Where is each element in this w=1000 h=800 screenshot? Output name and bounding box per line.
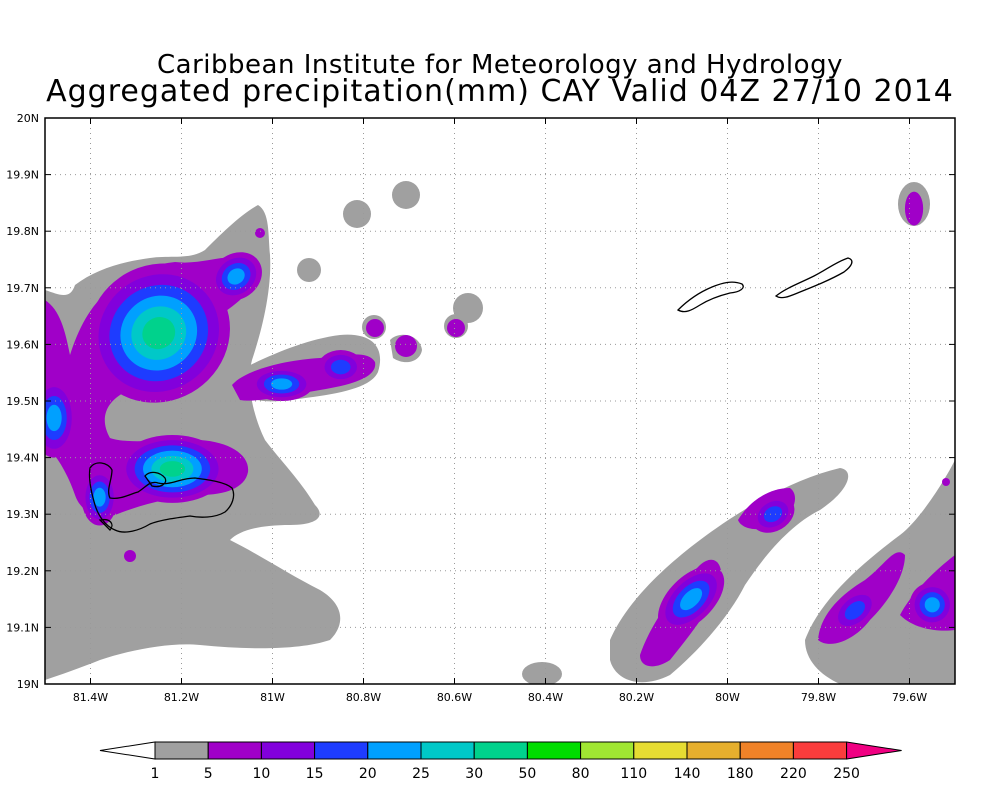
colorbar-level-label: 30 xyxy=(465,766,483,782)
lon-tick-label: 81.4W xyxy=(73,691,108,704)
precip-core-level-3 xyxy=(331,359,351,375)
precip-dot-3 xyxy=(297,258,321,282)
colorbar-level-label: 80 xyxy=(572,766,590,782)
lat-tick-label: 19.8N xyxy=(6,225,39,238)
coastlines xyxy=(88,257,853,533)
colorbar-level-label: 250 xyxy=(833,766,860,782)
lon-tick-label: 80.6W xyxy=(437,691,472,704)
colorbar-segment xyxy=(314,741,369,760)
precip-dot-purple-7 xyxy=(255,228,265,238)
figure-title-product: Aggregated precipitation(mm) CAY Valid 0… xyxy=(46,74,954,109)
colorbar-segment xyxy=(367,741,422,760)
precip-core-level-3 xyxy=(844,601,866,620)
lon-tick-label: 80.4W xyxy=(528,691,563,704)
colorbar-segment xyxy=(260,741,316,760)
precip-dot-7 xyxy=(522,662,562,684)
precip-core-level-4 xyxy=(924,597,940,613)
colorbar-under-arrow xyxy=(99,741,156,760)
precip-core-level-4 xyxy=(270,378,293,390)
precip-dot-purple-4 xyxy=(124,550,136,562)
colorbar-segment xyxy=(792,741,848,760)
precip-core-level-4 xyxy=(46,404,62,432)
cayman-brac-island xyxy=(774,257,853,299)
axis-ticks: 81.4W 81.2W 81W 80.8W 80.6W 80.4W 80.2W 80W 79.8… xyxy=(6,112,955,704)
colorbar-level-label: 1 xyxy=(151,766,160,782)
grand-cayman-island xyxy=(88,462,235,533)
lat-tick-label: 19N xyxy=(17,678,39,691)
colorbar-level-label: 110 xyxy=(620,766,647,782)
colorbar-level-label: 5 xyxy=(204,766,213,782)
colorbar-segment xyxy=(154,741,209,760)
lon-tick-label: 80.8W xyxy=(346,691,381,704)
colorbar-level-label: 20 xyxy=(359,766,377,782)
colorbar-over-arrow xyxy=(846,741,902,760)
lon-tick-label: 81W xyxy=(260,691,285,704)
colorbar-level-label: 15 xyxy=(306,766,324,782)
colorbar: 1 5 10 15 20 25 30 50 80 110 140 180 220 250 xyxy=(99,741,902,782)
precip-dot-1 xyxy=(343,200,371,228)
colorbar-level-label: 25 xyxy=(412,766,430,782)
precip-core-level-4 xyxy=(680,588,703,611)
precip-dot-purple-3 xyxy=(447,319,465,337)
precip-dot-2 xyxy=(392,181,420,209)
colorbar-segment xyxy=(473,741,528,760)
colorbar-segment xyxy=(526,741,582,760)
colorbar-segment xyxy=(420,741,475,760)
lat-tick-label: 19.3N xyxy=(6,508,39,521)
precipitation-field xyxy=(45,181,955,684)
colorbar-level-label: 180 xyxy=(727,766,754,782)
lat-tick-label: 19.1N xyxy=(6,621,39,634)
colorbar-level-label: 220 xyxy=(780,766,807,782)
lon-tick-label: 79.8W xyxy=(801,691,836,704)
precip-core-level-1 xyxy=(904,191,924,226)
lat-tick-label: 20N xyxy=(17,112,39,125)
lon-tick-label: 80W xyxy=(715,691,740,704)
lat-tick-label: 19.5N xyxy=(6,395,39,408)
lon-tick-label: 79.6W xyxy=(892,691,927,704)
lat-tick-label: 19.9N xyxy=(6,169,39,182)
lat-tick-label: 19.2N xyxy=(6,565,39,578)
lat-tick-label: 19.4N xyxy=(6,452,39,465)
lon-tick-label: 81.2W xyxy=(164,691,199,704)
lon-tick-label: 80.2W xyxy=(619,691,654,704)
colorbar-level-label: 50 xyxy=(518,766,536,782)
colorbar-level-label: 140 xyxy=(674,766,701,782)
precip-core-level-4 xyxy=(227,268,245,285)
precip-dot-purple-2 xyxy=(395,335,417,357)
lat-tick-label: 19.7N xyxy=(6,282,39,295)
colorbar-level-label: 10 xyxy=(252,766,270,782)
precip-core-level-4 xyxy=(93,487,106,507)
precip-dot-purple-1 xyxy=(366,319,384,337)
precip-core-layer xyxy=(45,191,955,633)
precip-core-level-6 xyxy=(142,317,176,350)
colorbar-segment xyxy=(207,741,262,760)
precip-dot-purple-8 xyxy=(942,478,950,486)
colorbar-segment xyxy=(633,741,688,760)
precip-core-level-6 xyxy=(159,461,185,477)
colorbar-segment xyxy=(580,741,635,760)
lat-tick-label: 19.6N xyxy=(6,338,39,351)
colorbar-segment xyxy=(686,741,741,760)
little-cayman-island xyxy=(676,281,744,313)
figure-title-institute: Caribbean Institute for Meteorology and … xyxy=(157,50,843,80)
precip-core-level-3 xyxy=(763,506,783,523)
colorbar-segment xyxy=(739,741,794,760)
